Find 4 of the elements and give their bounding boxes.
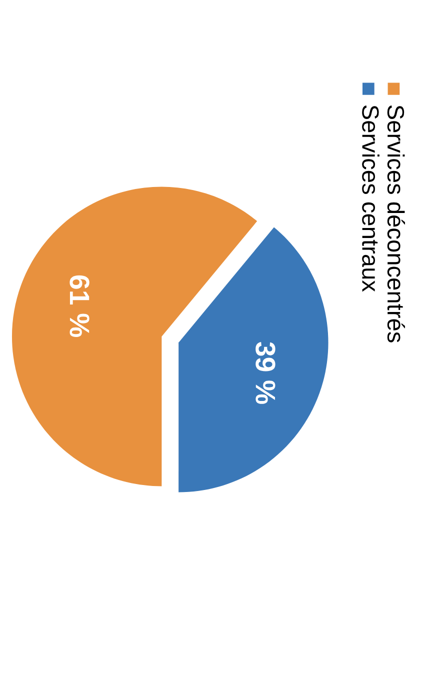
data-label: 39 % bbox=[256, 342, 276, 404]
legend-label: Services centraux bbox=[362, 105, 380, 292]
data-label: 61 % bbox=[70, 275, 90, 337]
legend-label: Services déconcentrés bbox=[387, 105, 405, 342]
